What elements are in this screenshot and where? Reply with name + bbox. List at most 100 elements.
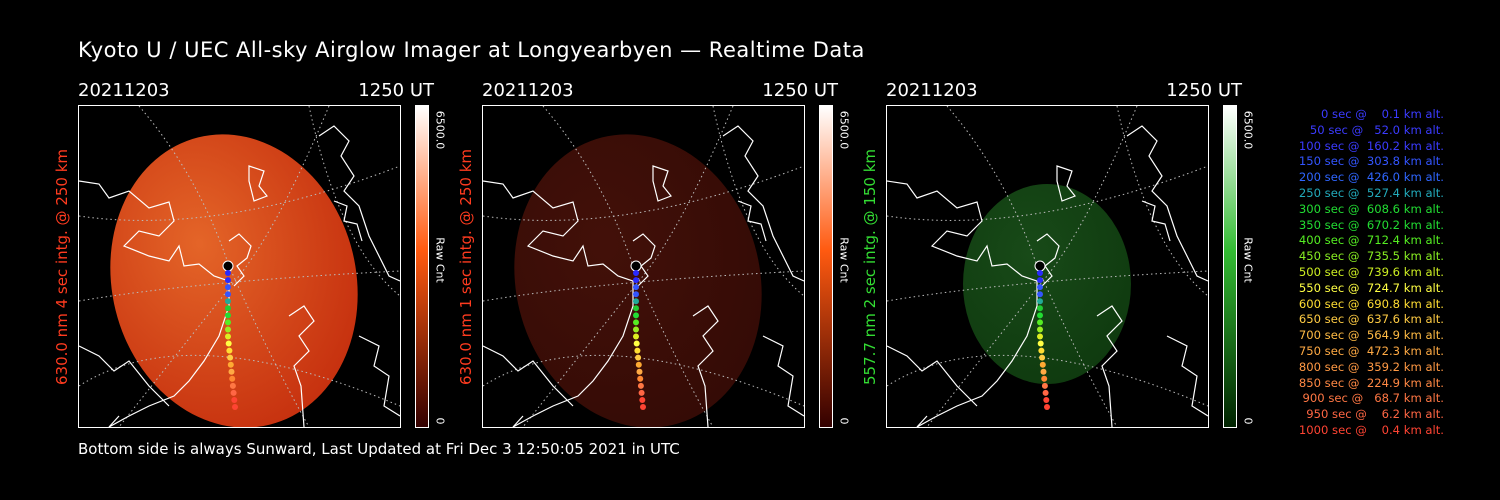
trajectory-point xyxy=(225,319,231,326)
trajectory-point xyxy=(225,291,231,298)
trajectory-point xyxy=(633,319,639,326)
coastline xyxy=(887,180,1038,427)
panel-557nm-2sec: 20211203 1250 UT 557.7 nm 2 sec intg. @ … xyxy=(861,80,1266,430)
colorbar-min-text: 0 xyxy=(837,417,851,425)
panel-630nm-4sec: 20211203 1250 UT 630.0 nm 4 sec intg. @ … xyxy=(53,80,458,430)
coastline xyxy=(318,125,400,282)
trajectory-point xyxy=(230,389,237,396)
trajectory-point xyxy=(225,326,231,333)
allsky-image xyxy=(886,105,1209,428)
allsky-svg xyxy=(483,106,804,427)
map-grid-line xyxy=(887,270,1208,302)
trajectory-point xyxy=(1039,361,1046,368)
coastline xyxy=(1141,200,1171,242)
allsky-image xyxy=(78,105,401,428)
map-grid-line xyxy=(1116,106,1208,297)
trajectory-point xyxy=(633,340,640,347)
coastline xyxy=(632,233,656,287)
trajectory-point xyxy=(633,333,639,340)
colorbar-min-label: 0 xyxy=(433,414,447,428)
trajectory-point xyxy=(1037,312,1043,319)
trajectory-point xyxy=(228,368,235,375)
trajectory-point xyxy=(1037,305,1043,312)
trajectory-point xyxy=(1041,382,1048,389)
trajectory-point xyxy=(636,368,643,375)
trajectory-point xyxy=(231,396,238,403)
map-grid-line xyxy=(483,270,804,302)
trajectory-point xyxy=(635,354,642,361)
trajectory-point xyxy=(637,382,644,389)
colorbar-max-text: 6500.0 xyxy=(433,110,447,150)
sky-image-ellipse xyxy=(963,184,1131,384)
colorbar-max-label: 6500.0 xyxy=(837,105,851,155)
trajectory-point xyxy=(640,404,646,410)
trajectory-point xyxy=(1037,340,1044,347)
panel-ylabel: 557.7 nm 2 sec intg. @ 150 km xyxy=(860,105,880,428)
colorbar-max-text: 6500.0 xyxy=(1241,110,1255,150)
coastline xyxy=(358,335,400,417)
trajectory-origin-dot xyxy=(1034,260,1046,272)
trajectory-point xyxy=(225,277,231,284)
legend-row: 150 sec @ 303.8 km alt. xyxy=(1298,154,1444,169)
legend-row: 550 sec @ 724.7 km alt. xyxy=(1298,280,1444,295)
trajectory-point xyxy=(633,312,639,319)
panel-date: 20211203 xyxy=(482,80,574,101)
trajectory-point xyxy=(639,396,646,403)
panel-630nm-1sec: 20211203 1250 UT 630.0 nm 1 sec intg. @ … xyxy=(457,80,862,430)
colorbar-min-label: 0 xyxy=(1241,414,1255,428)
trajectory-point xyxy=(232,404,238,410)
trajectory-point xyxy=(225,284,231,291)
trajectory-point xyxy=(225,298,231,305)
colorbar-unit-text: Raw Cnt xyxy=(433,237,447,283)
colorbar-max-text: 6500.0 xyxy=(837,110,851,150)
legend-row: 300 sec @ 608.6 km alt. xyxy=(1298,201,1444,216)
legend-row: 850 sec @ 224.9 km alt. xyxy=(1298,375,1444,390)
trajectory-point xyxy=(225,305,231,312)
trajectory-point xyxy=(1037,284,1043,291)
map-grid-line xyxy=(79,270,400,302)
trajectory-point xyxy=(225,312,231,319)
legend-row: 100 sec @ 160.2 km alt. xyxy=(1298,138,1444,153)
trajectory-point xyxy=(1042,389,1049,396)
legend-row: 500 sec @ 739.6 km alt. xyxy=(1298,264,1444,279)
coastline xyxy=(228,233,252,287)
coastline xyxy=(652,165,672,202)
trajectory-point xyxy=(1038,347,1045,354)
legend-row: 1000 sec @ 0.4 km alt. xyxy=(1298,422,1444,437)
trajectory-point xyxy=(227,354,234,361)
legend-row: 950 sec @ 6.2 km alt. xyxy=(1306,407,1444,422)
coastline xyxy=(483,345,574,427)
trajectory-point xyxy=(633,305,639,312)
trajectory-point xyxy=(634,347,641,354)
legend-row: 350 sec @ 670.2 km alt. xyxy=(1298,217,1444,232)
trajectory-point xyxy=(1037,291,1043,298)
trajectory-point xyxy=(633,270,639,277)
panel-date: 20211203 xyxy=(78,80,170,101)
trajectory-point xyxy=(225,340,232,347)
colorbar-min-label: 0 xyxy=(837,414,851,428)
trajectory-legend: 0 sec @ 0.1 km alt. 50 sec @ 52.0 km alt.… xyxy=(1268,107,1444,439)
coastline xyxy=(1036,233,1060,287)
trajectory-point xyxy=(633,284,639,291)
panel-ylabel-text: 630.0 nm 1 sec intg. @ 250 km xyxy=(457,148,475,385)
coastline xyxy=(79,180,230,427)
coastline xyxy=(762,335,804,417)
colorbar xyxy=(819,105,833,428)
allsky-svg xyxy=(887,106,1208,427)
colorbar-min-text: 0 xyxy=(433,417,447,425)
panel-ylabel-text: 557.7 nm 2 sec intg. @ 150 km xyxy=(861,148,879,385)
coastline xyxy=(1096,305,1123,427)
colorbar-min-text: 0 xyxy=(1241,417,1255,425)
allsky-image xyxy=(482,105,805,428)
legend-row: 400 sec @ 712.4 km alt. xyxy=(1298,233,1444,248)
legend-row: 600 sec @ 690.8 km alt. xyxy=(1298,296,1444,311)
coastline xyxy=(887,345,978,427)
panel-time: 1250 UT xyxy=(762,80,838,101)
trajectory-point xyxy=(633,277,639,284)
trajectory-point xyxy=(638,389,645,396)
sky-image-ellipse xyxy=(110,134,358,427)
trajectory-point xyxy=(229,382,236,389)
trajectory-point xyxy=(1037,270,1043,277)
trajectory-point xyxy=(637,375,644,382)
coastline xyxy=(1166,335,1208,417)
